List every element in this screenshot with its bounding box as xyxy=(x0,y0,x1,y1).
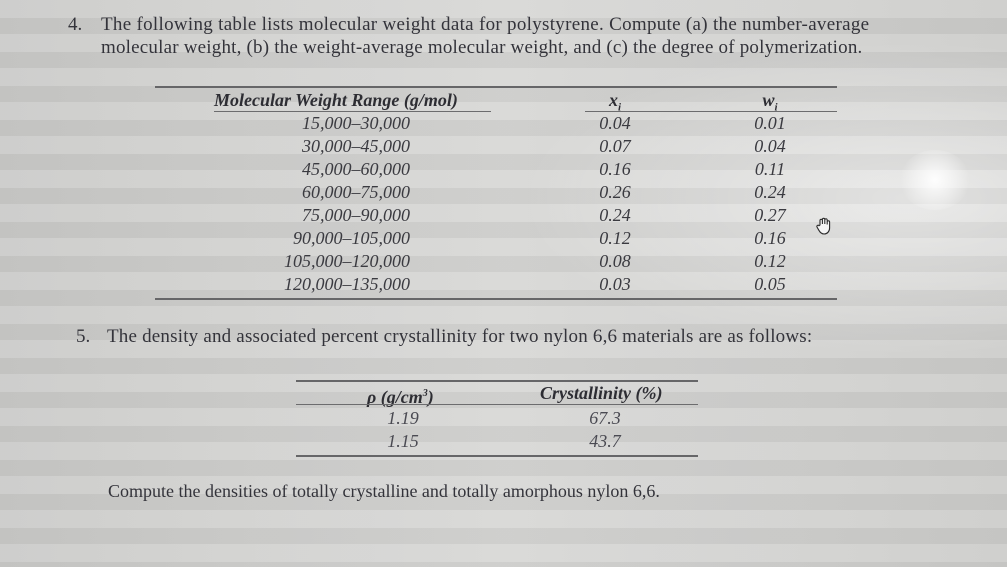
table-2-header-crystallinity: Crystallinity (%) xyxy=(540,383,663,403)
table-row-2-w: 0.04 xyxy=(754,136,786,156)
table-1-header-w: wi xyxy=(740,89,800,120)
table-row-7-w: 0.12 xyxy=(754,251,786,271)
header-density-label: ρ (g/cm xyxy=(367,387,423,407)
header-w-symbol: w xyxy=(762,90,775,110)
table-row-1-x: 0.04 xyxy=(599,113,631,133)
table-row-4-x: 0.26 xyxy=(599,182,631,202)
table-1-top-rule xyxy=(155,86,837,88)
table-2-bottom-rule xyxy=(296,455,698,457)
table-row-6-range: 90,000–105,000 xyxy=(293,228,410,248)
table-1-header-x: xi xyxy=(585,89,645,120)
question-4-number: 4. xyxy=(68,14,83,35)
header-x-subscript: i xyxy=(617,101,622,114)
table-row-3-x: 0.16 xyxy=(599,159,631,179)
table-row-6-x: 0.12 xyxy=(599,228,631,248)
table-1-header-range: Molecular Weight Range (g/mol) xyxy=(214,90,458,110)
table-1-header-rule-range xyxy=(214,111,491,112)
table-2-top-rule xyxy=(296,380,698,382)
table-row-1-range: 15,000–30,000 xyxy=(302,113,410,133)
table-2-row-2-crystallinity: 43.7 xyxy=(589,431,621,451)
table-2-row-1-density: 1.19 xyxy=(387,408,419,428)
question-5-text: The density and associated percent cryst… xyxy=(107,326,813,347)
header-x-symbol: x xyxy=(608,90,618,110)
header-density-close: ) xyxy=(427,387,434,407)
table-2-header-rule xyxy=(296,404,698,405)
table-row-2-x: 0.07 xyxy=(599,136,631,156)
table-row-5-range: 75,000–90,000 xyxy=(302,205,410,225)
table-row-7-x: 0.08 xyxy=(599,251,631,271)
table-row-8-range: 120,000–135,000 xyxy=(284,274,410,294)
table-row-1-w: 0.01 xyxy=(754,113,786,133)
table-row-7-range: 105,000–120,000 xyxy=(284,251,410,271)
table-row-4-w: 0.24 xyxy=(754,182,786,202)
table-row-3-w: 0.11 xyxy=(754,159,786,179)
table-row-8-x: 0.03 xyxy=(599,274,631,294)
table-2-header-density: ρ (g/cm3) xyxy=(367,382,434,409)
table-row-4-range: 60,000–75,000 xyxy=(302,182,410,202)
question-4-line-1: The following table lists molecular weig… xyxy=(101,14,870,35)
table-1-header-rule-values xyxy=(585,111,837,112)
screen-glare xyxy=(900,150,970,210)
table-row-3-range: 45,000–60,000 xyxy=(302,159,410,179)
table-row-5-x: 0.24 xyxy=(599,205,631,225)
question-5-number: 5. xyxy=(76,326,91,347)
table-row-5-w: 0.27 xyxy=(754,205,786,225)
header-w-subscript: i xyxy=(774,101,778,114)
compute-instruction: Compute the densities of totally crystal… xyxy=(108,481,660,501)
question-4-line-2: molecular weight, (b) the weight-average… xyxy=(101,37,863,58)
table-row-8-w: 0.05 xyxy=(754,274,786,294)
hand-cursor-icon xyxy=(816,217,831,235)
table-2-row-2-density: 1.15 xyxy=(387,431,419,451)
table-2-row-1-crystallinity: 67.3 xyxy=(589,408,621,428)
header-density-exponent: 3 xyxy=(422,388,428,399)
table-1-bottom-rule xyxy=(155,298,837,300)
table-row-6-w: 0.16 xyxy=(754,228,786,248)
table-row-2-range: 30,000–45,000 xyxy=(302,136,410,156)
